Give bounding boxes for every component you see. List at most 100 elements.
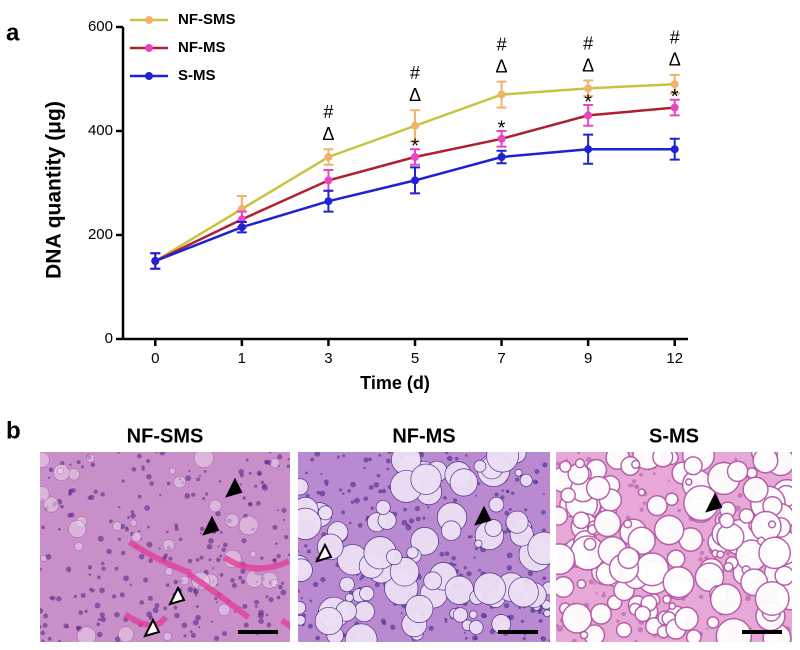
dot	[374, 582, 380, 588]
marker	[584, 145, 593, 154]
dot	[464, 636, 468, 640]
dot	[63, 623, 69, 629]
dot	[414, 505, 420, 512]
dot	[123, 575, 129, 582]
dot	[504, 510, 510, 516]
dot	[354, 497, 360, 504]
texture	[298, 452, 550, 642]
dot	[45, 553, 52, 560]
cell	[579, 630, 589, 640]
dot	[40, 630, 46, 636]
x-tick-label: 7	[497, 350, 505, 367]
cell	[668, 602, 677, 611]
dot	[634, 484, 639, 489]
cell	[314, 606, 343, 636]
dot	[359, 577, 362, 581]
dot	[240, 568, 246, 574]
dot	[601, 593, 606, 598]
marker	[151, 257, 160, 265]
dot	[415, 516, 421, 522]
dot	[121, 479, 125, 483]
dot	[256, 501, 261, 506]
dot	[390, 624, 396, 630]
dot	[357, 523, 363, 528]
dot	[216, 557, 221, 563]
dot	[165, 583, 170, 587]
annotation: Δ	[496, 56, 508, 76]
cell	[193, 452, 214, 468]
cell	[767, 520, 777, 529]
cell	[637, 488, 646, 497]
dot	[101, 561, 105, 566]
dot	[298, 550, 300, 553]
cell	[543, 609, 550, 618]
dot	[265, 613, 269, 617]
dot	[287, 553, 290, 557]
y-tick-label: 400	[88, 122, 113, 139]
cell	[486, 452, 519, 473]
dot	[48, 476, 51, 479]
cell	[527, 531, 550, 565]
dot	[178, 537, 183, 542]
dot	[378, 489, 383, 494]
dot	[219, 554, 223, 558]
dot	[99, 612, 105, 618]
y-tick-label: 200	[88, 226, 113, 243]
x-tick-label: 12	[666, 350, 683, 367]
dot	[503, 530, 507, 534]
stroma	[186, 571, 251, 620]
dot	[254, 484, 258, 488]
dot	[217, 545, 220, 548]
dot	[287, 457, 290, 461]
dot	[163, 606, 168, 611]
dot	[370, 506, 374, 511]
dot	[307, 623, 313, 629]
annotation: Δ	[322, 124, 334, 144]
dot	[93, 489, 98, 494]
dot	[350, 481, 356, 488]
dot	[320, 576, 326, 583]
dot	[408, 518, 415, 524]
cell	[694, 562, 725, 593]
dot	[89, 587, 93, 591]
cell	[405, 594, 434, 623]
dot	[542, 576, 547, 581]
dot	[112, 594, 117, 599]
cell	[423, 571, 443, 591]
dot	[125, 526, 129, 529]
x-tick-label: 0	[151, 350, 159, 367]
dot	[138, 553, 145, 560]
arrowhead	[225, 477, 243, 498]
dot	[131, 467, 137, 472]
dot	[373, 482, 380, 488]
legend-marker	[145, 44, 153, 52]
stroma	[127, 539, 192, 576]
dot	[241, 538, 247, 544]
dot	[43, 613, 48, 619]
cell	[410, 463, 442, 495]
dot	[272, 524, 278, 530]
cell	[556, 543, 576, 576]
dot	[698, 594, 704, 600]
stroma	[280, 617, 290, 630]
dot	[119, 592, 125, 598]
dot	[164, 553, 168, 558]
cell	[40, 555, 47, 562]
cell	[716, 550, 725, 559]
cell	[556, 505, 569, 526]
dot	[652, 472, 656, 476]
dot	[627, 483, 632, 488]
dot	[363, 457, 369, 463]
cell	[112, 521, 122, 531]
cell	[444, 575, 474, 605]
dot	[534, 469, 540, 475]
dot	[67, 513, 72, 518]
dot	[58, 527, 61, 531]
dot	[242, 603, 248, 610]
cell	[386, 548, 403, 566]
dot	[473, 556, 476, 559]
dot	[444, 620, 448, 623]
dot	[114, 611, 120, 618]
dot	[428, 625, 434, 631]
dot	[58, 639, 61, 642]
